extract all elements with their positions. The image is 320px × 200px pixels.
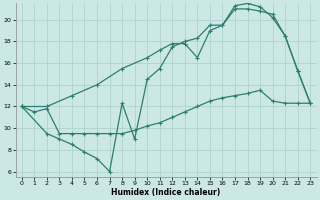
X-axis label: Humidex (Indice chaleur): Humidex (Indice chaleur) — [111, 188, 221, 197]
